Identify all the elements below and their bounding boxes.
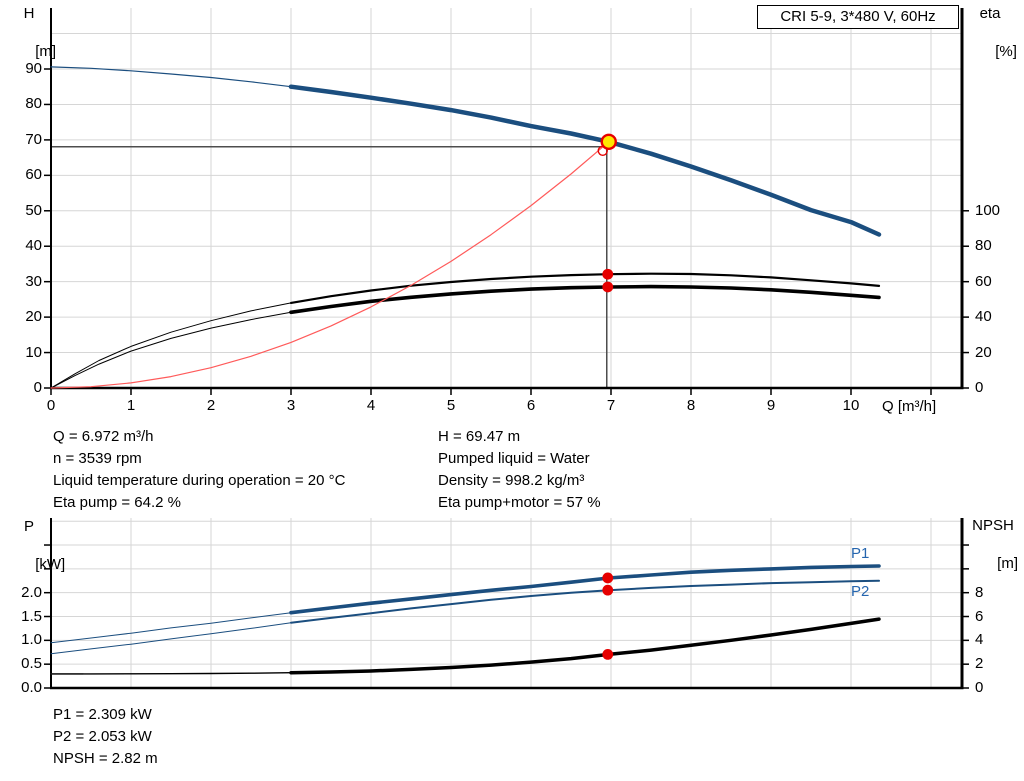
q-tick-label: 8 xyxy=(686,397,696,414)
duty-crosshair xyxy=(51,146,608,388)
power-npsh-chart xyxy=(44,518,969,690)
q-tick-label: 6 xyxy=(526,397,536,414)
info-q: Q = 6.972 m³/h xyxy=(53,428,154,445)
info-density: Density = 998.2 kg/m³ xyxy=(438,472,585,489)
q-tick-label: 3 xyxy=(286,397,296,414)
npsh-tick-label: 0 xyxy=(975,679,984,696)
p-axis-label: P [kW] xyxy=(6,517,65,574)
eta-tick-label: 60 xyxy=(975,272,992,290)
q-tick-label: 9 xyxy=(766,397,776,414)
eta-axis-label-line1: eta xyxy=(979,5,1001,22)
eta-pump-motor-curve xyxy=(50,284,881,389)
h-axis-label-line1: H xyxy=(23,5,35,22)
q-tick-label: 0 xyxy=(46,397,56,414)
p2-curve xyxy=(50,579,880,655)
p-tick-label: 1.5 xyxy=(21,607,42,625)
gridlines xyxy=(51,518,962,688)
q-tick-label: 2 xyxy=(206,397,216,414)
p-tick-label: 2.0 xyxy=(21,583,42,601)
eta-axis-label-line2: [%] xyxy=(995,43,1017,60)
eta-tick-label: 40 xyxy=(975,308,992,326)
p2-point xyxy=(602,584,614,596)
eta-pump-motor-point xyxy=(602,281,614,293)
p-tick-label: 0.5 xyxy=(21,655,42,673)
p1-point xyxy=(602,572,614,584)
h-tick-label: 30 xyxy=(25,272,42,290)
eta-tick-label: 80 xyxy=(975,237,992,255)
duty-point-marker[interactable] xyxy=(600,133,617,150)
h-tick-label: 50 xyxy=(25,201,42,219)
result-p1: P1 = 2.309 kW xyxy=(53,706,152,723)
p1-curve-label: P1 xyxy=(851,545,870,562)
p-tick-label: 0.0 xyxy=(21,679,42,696)
npsh-point xyxy=(602,648,614,660)
eta-axis-label: eta [%] xyxy=(966,4,1017,61)
gridlines xyxy=(51,8,962,388)
info-pumped-liquid: Pumped liquid = Water xyxy=(438,450,590,467)
npsh-tick-label: 8 xyxy=(975,583,984,601)
npsh-axis-label: NPSH [m] xyxy=(964,516,1022,573)
npsh-axis-label-line1: NPSH xyxy=(972,517,1014,534)
h-tick-label: 80 xyxy=(25,95,42,113)
pump-model-box: CRI 5-9, 3*480 V, 60Hz xyxy=(757,5,959,29)
h-tick-label: 40 xyxy=(25,237,42,255)
h-axis-label: H [m] xyxy=(6,4,56,61)
npsh-tick-label: 2 xyxy=(975,655,984,673)
q-tick-label: 10 xyxy=(842,397,860,414)
h-tick-label: 60 xyxy=(25,166,42,184)
axes xyxy=(44,8,969,395)
markers xyxy=(597,133,617,293)
p-axis-label-line2: [kW] xyxy=(35,556,66,573)
info-head: H = 69.47 m xyxy=(438,428,521,445)
q-tick-label: 7 xyxy=(606,397,616,414)
p2-curve-label: P2 xyxy=(851,583,870,600)
result-p2: P2 = 2.053 kW xyxy=(53,728,152,745)
h-tick-label: 20 xyxy=(25,308,42,326)
eta-tick-label: 0 xyxy=(975,379,984,396)
qh-chart xyxy=(44,8,969,395)
q-tick-label: 1 xyxy=(126,397,136,414)
head-curve xyxy=(50,66,882,237)
pump-model-text: CRI 5-9, 3*480 V, 60Hz xyxy=(780,8,936,25)
npsh-curve xyxy=(50,617,881,675)
h-axis-label-line2: [m] xyxy=(35,43,57,60)
eta-pump-curve xyxy=(50,272,881,389)
info-speed: n = 3539 rpm xyxy=(53,450,142,467)
h-tick-label: 90 xyxy=(25,60,42,77)
h-tick-label: 0 xyxy=(33,379,42,396)
h-tick-label: 70 xyxy=(25,130,42,148)
q-axis-label: Q [m³/h] xyxy=(882,398,937,415)
q-tick-label: 5 xyxy=(446,397,456,414)
eta-pump-point xyxy=(602,268,614,280)
h-tick-label: 10 xyxy=(25,343,42,361)
p1-curve xyxy=(50,564,881,644)
markers xyxy=(602,572,614,660)
eta-tick-label: 20 xyxy=(975,343,992,361)
q-tick-label: 4 xyxy=(366,397,376,414)
npsh-tick-label: 4 xyxy=(975,631,984,649)
axes xyxy=(44,518,969,690)
info-liquid-temp: Liquid temperature during operation = 20… xyxy=(53,472,346,489)
system-curve xyxy=(50,141,610,389)
p-tick-label: 1.0 xyxy=(21,631,42,649)
result-npsh: NPSH = 2.82 m xyxy=(53,750,158,767)
eta-tick-label: 100 xyxy=(975,201,1001,219)
npsh-tick-label: 6 xyxy=(975,607,984,625)
npsh-axis-label-line2: [m] xyxy=(997,555,1019,572)
info-eta-pump: Eta pump = 64.2 % xyxy=(53,494,181,511)
p-axis-label-line1: P xyxy=(23,518,34,535)
info-eta-pump-motor: Eta pump+motor = 57 % xyxy=(438,494,601,511)
